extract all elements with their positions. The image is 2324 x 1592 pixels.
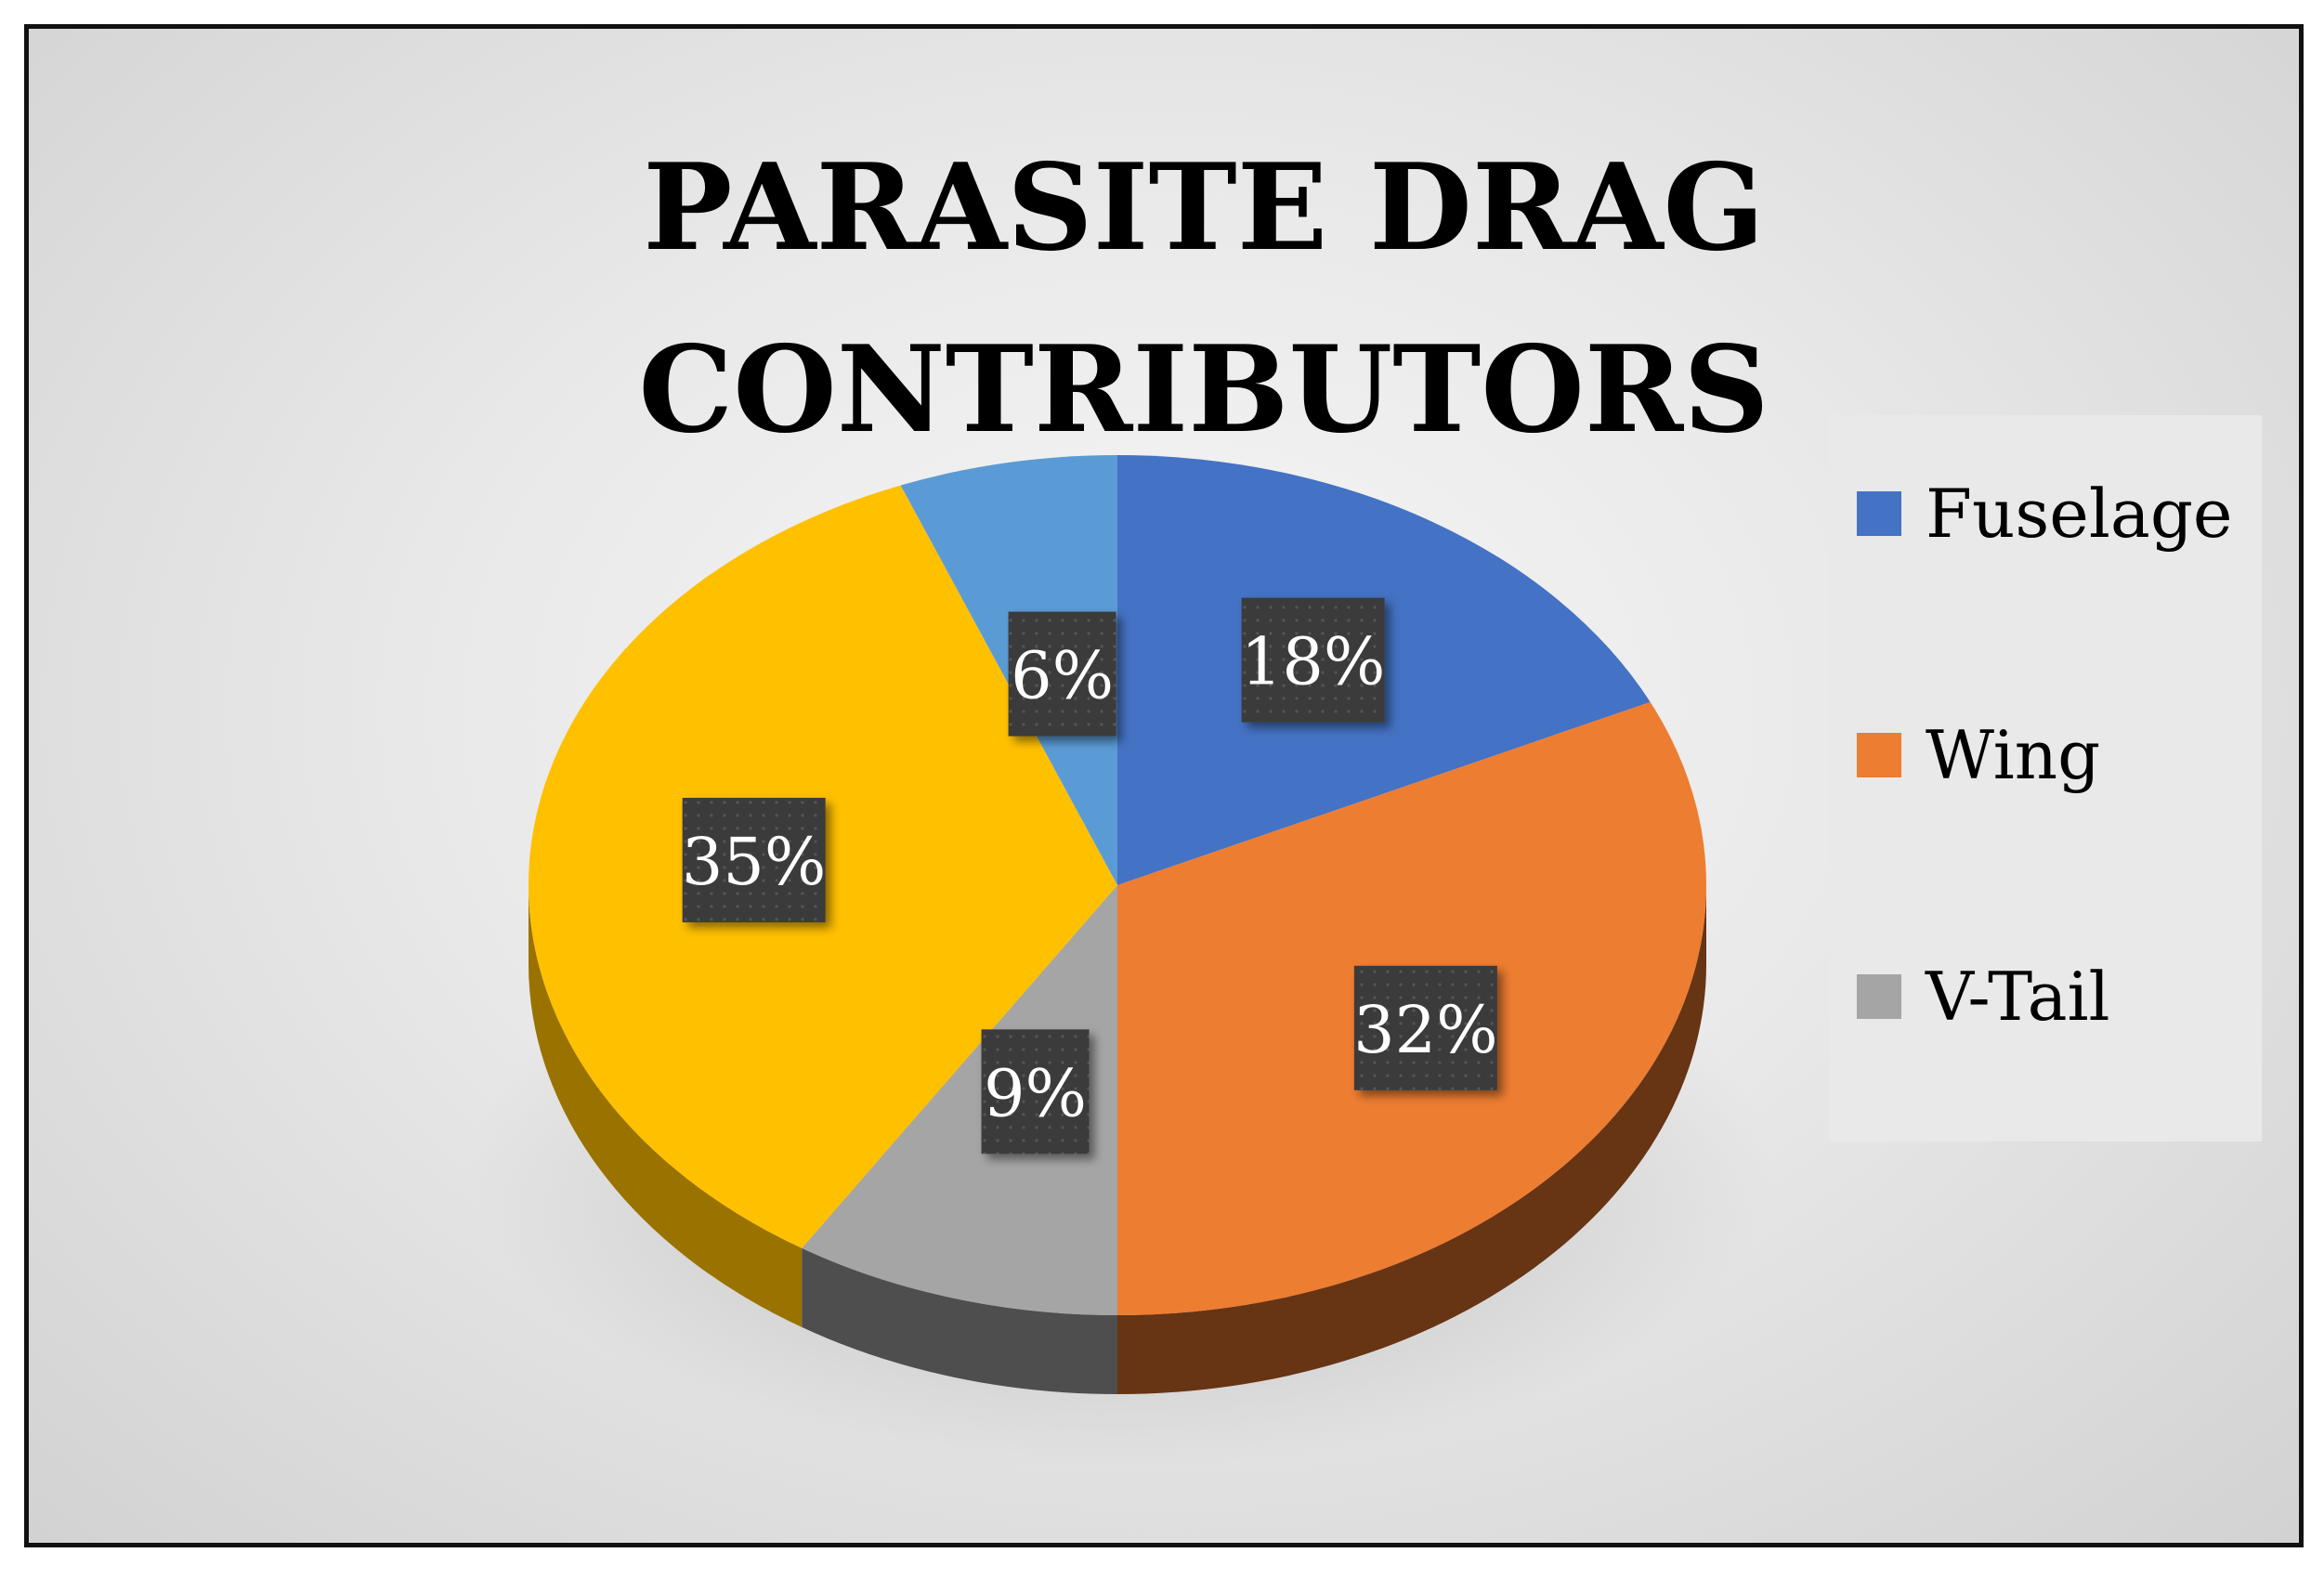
legend-item-fuselage: Fuselage bbox=[1829, 458, 2233, 569]
data-label-text: 6% bbox=[1011, 638, 1114, 714]
data-label-35-: 35% bbox=[682, 797, 827, 922]
legend-label-wing: Wing bbox=[1926, 716, 2101, 794]
legend-swatch-wing bbox=[1857, 733, 1901, 777]
chart-title: PARASITE DRAG CONTRIBUTORS bbox=[29, 117, 2299, 481]
data-label-fuselage: 18% bbox=[1241, 597, 1386, 723]
data-label-text: 18% bbox=[1241, 624, 1386, 700]
chart-title-line-1: PARASITE DRAG bbox=[643, 138, 1765, 278]
data-label-box bbox=[1353, 965, 1497, 1090]
data-label-text: 35% bbox=[682, 824, 827, 900]
legend-swatch-fuselage bbox=[1857, 491, 1901, 536]
data-label-wing: 32% bbox=[1353, 965, 1498, 1090]
pie-side-v-tail bbox=[802, 1247, 1117, 1394]
pie-chart: 18% 32% 9% 35% 6% bbox=[470, 455, 1770, 1468]
data-label-text: 9% bbox=[984, 1055, 1087, 1131]
legend-item-wing: Wing bbox=[1829, 699, 2100, 811]
data-label-box bbox=[981, 1029, 1090, 1155]
chart-frame: PARASITE DRAG CONTRIBUTORS 18% 32% 9% 35% 6%… bbox=[24, 24, 2304, 1547]
legend-item-v-tail: V-Tail bbox=[1829, 941, 2110, 1052]
legend-label-fuselage: Fuselage bbox=[1926, 475, 2233, 553]
pie-slice-v-tail bbox=[802, 885, 1117, 1315]
pie-labels: 18% 32% 9% 35% 6% bbox=[682, 597, 1498, 1155]
legend-label-v-tail: V-Tail bbox=[1926, 958, 2110, 1036]
pie-side-wing bbox=[1117, 885, 1706, 1394]
data-label-6-: 6% bbox=[1008, 611, 1116, 737]
data-label-box bbox=[1241, 597, 1385, 723]
legend: Fuselage Wing V-Tail bbox=[1829, 415, 2262, 1142]
pie-sides bbox=[529, 885, 1706, 1394]
data-label-box bbox=[682, 797, 826, 922]
chart-title-line-2: CONTRIBUTORS bbox=[638, 320, 1769, 460]
data-label-text: 32% bbox=[1353, 992, 1498, 1068]
data-label-box bbox=[1008, 611, 1116, 737]
legend-swatch-v-tail bbox=[1857, 974, 1901, 1019]
data-label-v-tail: 9% bbox=[981, 1029, 1090, 1155]
pie-side-35- bbox=[529, 885, 803, 1327]
